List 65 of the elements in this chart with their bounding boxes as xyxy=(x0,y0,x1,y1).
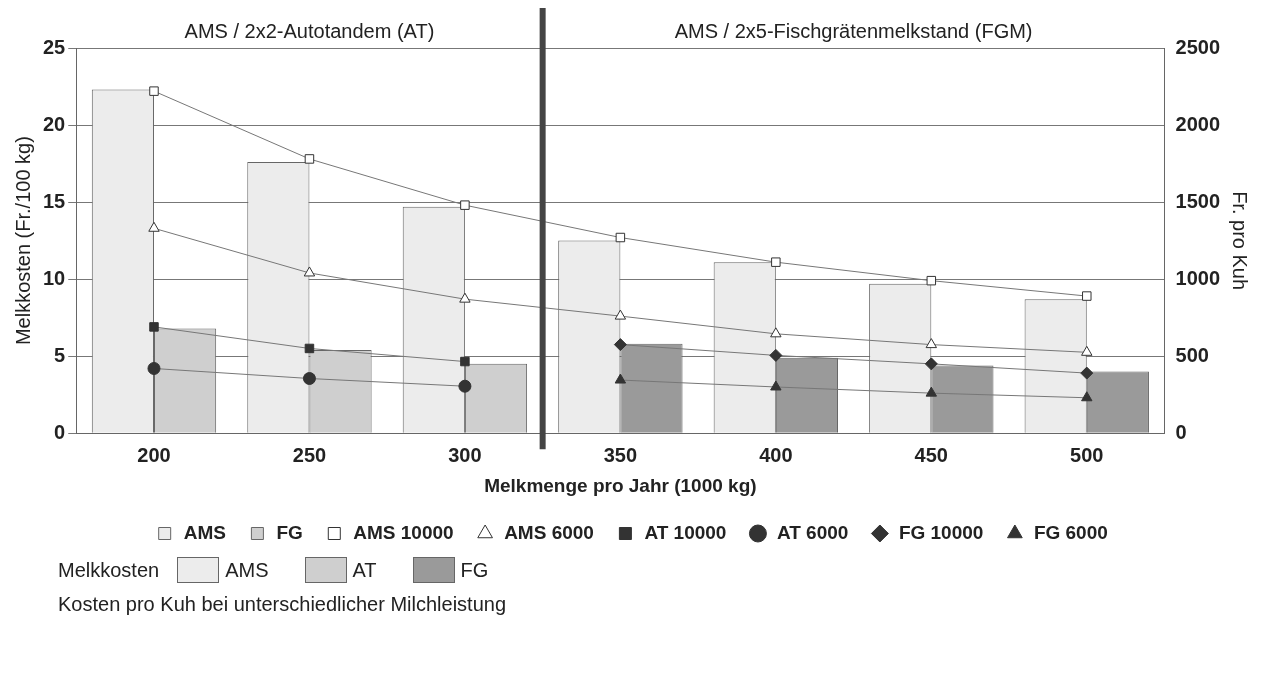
point xyxy=(458,379,472,393)
legend-label: FG xyxy=(276,521,303,543)
text: Kosten pro Kuh bei unterschiedlicher Milchleistung xyxy=(58,593,508,616)
point xyxy=(1081,391,1093,402)
point xyxy=(926,275,937,286)
point xyxy=(148,221,160,232)
x-tick-label: 200 xyxy=(137,443,171,466)
x-tick-label: 450 xyxy=(914,443,948,466)
point xyxy=(147,361,161,375)
point xyxy=(769,348,783,362)
point xyxy=(149,322,159,332)
point xyxy=(460,356,470,367)
x-tick-label: 300 xyxy=(448,443,482,466)
legend-label: AMS xyxy=(183,521,226,543)
point xyxy=(304,343,315,354)
y2-tick-label: 1000 xyxy=(1175,266,1221,289)
y2-tick-label: 500 xyxy=(1175,343,1209,366)
point xyxy=(1082,291,1092,301)
legend-label: AMS 6000 xyxy=(504,521,594,543)
text: AMS / 2x5-Fischgrätenmelkstand (FGM) xyxy=(674,19,1033,42)
legend-label: FG 10000 xyxy=(898,521,984,543)
point xyxy=(924,357,938,371)
point xyxy=(770,327,782,338)
legend-label: FG 6000 xyxy=(1033,521,1108,543)
y-tick-label: 10 xyxy=(43,266,66,289)
y2-tick-label: 2500 xyxy=(1175,35,1221,58)
y-tick-label: 25 xyxy=(43,35,66,58)
x-tick-label: 350 xyxy=(603,443,638,466)
x-tick-label: 250 xyxy=(292,443,327,466)
point xyxy=(613,338,627,352)
y2-tick-label: 2000 xyxy=(1175,112,1221,135)
legend-label: AT 10000 xyxy=(644,521,727,543)
y-axis-title: Melkkosten (Fr./100 kg) xyxy=(11,136,34,346)
point xyxy=(303,266,316,277)
point xyxy=(302,372,316,385)
point xyxy=(614,309,627,320)
text: FG xyxy=(460,558,489,582)
point xyxy=(1081,345,1093,356)
point xyxy=(614,373,627,384)
text: Melkkosten xyxy=(58,558,160,582)
point xyxy=(459,292,471,303)
point xyxy=(615,232,626,243)
x-tick-label: 500 xyxy=(1070,443,1104,466)
y2-tick-label: 0 xyxy=(1175,420,1187,443)
y-tick-label: 20 xyxy=(43,112,66,135)
point xyxy=(771,257,781,267)
y2-axis-title: Fr. pro Kuh xyxy=(1229,191,1252,291)
text: AT xyxy=(352,558,377,582)
point xyxy=(149,86,159,96)
text: AMS xyxy=(225,558,269,582)
point xyxy=(770,380,782,391)
y2-tick-label: 1500 xyxy=(1175,189,1221,212)
y-tick-label: 15 xyxy=(43,189,66,212)
x-tick-label: 400 xyxy=(759,443,793,466)
point xyxy=(1080,366,1094,380)
legend-label: AT 6000 xyxy=(776,521,849,543)
x-axis-title: Melkmenge pro Jahr (1000 kg) xyxy=(484,474,757,496)
text: AMS / 2x2-Autotandem (AT) xyxy=(184,19,435,42)
y-tick-label: 5 xyxy=(54,343,66,366)
point xyxy=(304,154,315,164)
point xyxy=(925,386,938,397)
legend-label: AMS 10000 xyxy=(353,521,454,543)
point xyxy=(460,200,470,210)
point xyxy=(925,338,938,349)
y-tick-label: 0 xyxy=(54,420,66,443)
